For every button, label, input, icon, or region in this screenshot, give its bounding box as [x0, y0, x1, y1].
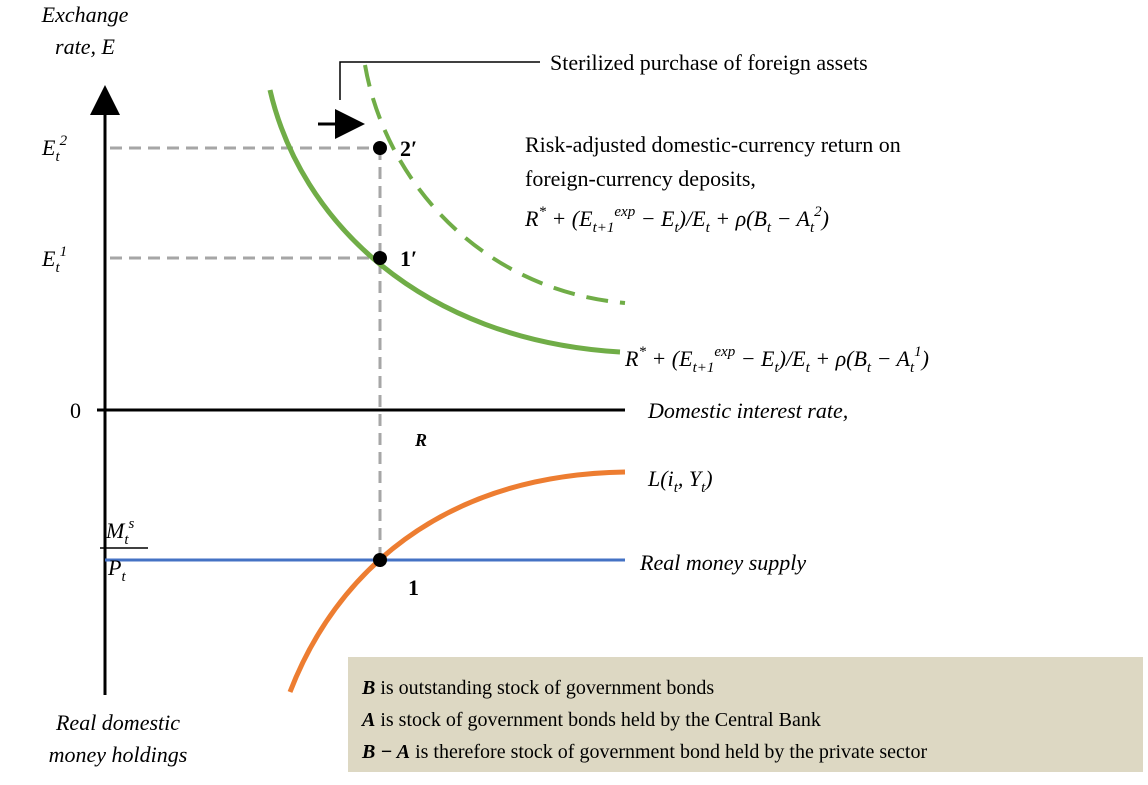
formula-text: ): [820, 206, 829, 231]
formula-text: P: [107, 555, 121, 580]
formula-text: E: [41, 246, 56, 271]
subscript: t: [767, 220, 772, 236]
money-demand-label: L(it, Yt): [647, 466, 713, 496]
note-line: B is outstanding stock of government bon…: [361, 677, 714, 699]
money-demand-curve: [287, 469, 626, 693]
point-label: 2′: [400, 136, 417, 161]
note-box: [348, 657, 1143, 772]
subscript: t: [55, 149, 60, 165]
subscript: t: [806, 360, 811, 376]
annotation-leader: [339, 61, 540, 100]
money-supply-label: Real money supply: [639, 550, 806, 575]
return-curve-new: [363, 64, 626, 305]
subscript: t: [121, 569, 126, 585]
e2-tick: Et2: [41, 133, 68, 165]
formula-text: ): [703, 466, 712, 491]
curve-caption: foreign-currency deposits,: [525, 166, 756, 191]
formula-text: − A: [871, 346, 910, 371]
formula-text: + ρ(B: [810, 346, 867, 371]
note-text: is stock of government bonds held by the…: [375, 709, 820, 731]
superscript: *: [538, 204, 546, 220]
return-curve-old: [267, 89, 621, 355]
superscript: exp: [614, 204, 635, 220]
subscript: t: [867, 360, 872, 376]
y-axis-label: Exchange: [41, 2, 129, 27]
subscript: t: [55, 260, 60, 276]
superscript: 1: [60, 244, 68, 260]
point-label: 1′: [400, 246, 417, 271]
formula-text: + (E: [546, 206, 593, 231]
money-tick-numerator: Mts: [105, 516, 135, 548]
bottom-axis-label: Real domestic: [55, 710, 180, 735]
curve-caption: Risk-adjusted domestic-currency return o…: [525, 132, 901, 157]
subscript: t: [706, 220, 711, 236]
note-text: is outstanding stock of government bonds: [375, 677, 714, 699]
subscript: t: [124, 532, 129, 548]
formula-text: L(i: [647, 466, 674, 491]
shift-annotation: Sterilized purchase of foreign assets: [550, 50, 868, 75]
subscript: t: [910, 360, 915, 376]
formula-text: M: [105, 518, 126, 543]
superscript: 2: [60, 133, 68, 149]
formula-text: − A: [771, 206, 810, 231]
superscript: exp: [714, 344, 735, 360]
rate-marker: R: [414, 430, 427, 450]
formula-text: , Y: [678, 466, 704, 491]
guides: [110, 146, 382, 560]
old-curve-formula: R* + (Et+1exp − Et)/Et + ρ(Bt − At1): [624, 344, 929, 376]
e1-tick: Et1: [41, 244, 67, 276]
superscript: 2: [814, 204, 822, 220]
formula-text: − E: [735, 346, 775, 371]
superscript: *: [638, 344, 646, 360]
bottom-axis-label: money holdings: [49, 742, 188, 767]
formula-text: + (E: [646, 346, 693, 371]
subscript: t: [675, 220, 680, 236]
subscript: t: [701, 480, 706, 496]
formula-text: + ρ(B: [710, 206, 767, 231]
subscript: t+1: [693, 360, 715, 376]
x-axis-label: Domestic interest rate,: [647, 398, 848, 423]
note-line: A is stock of government bonds held by t…: [360, 709, 821, 731]
money-tick-denominator: Pt: [107, 555, 126, 585]
y-axis-label: rate, E: [55, 34, 115, 59]
note-term: A: [360, 709, 375, 731]
subscript: t: [775, 360, 780, 376]
subscript: t: [674, 480, 679, 496]
subscript: t+1: [593, 220, 615, 236]
superscript: 1: [914, 344, 922, 360]
formula-text: R: [524, 206, 539, 231]
note-text: is therefore stock of government bond he…: [410, 741, 927, 763]
origin-label: 0: [70, 398, 81, 423]
new-curve-formula: R* + (Et+1exp − Et)/Et + ρ(Bt − At2): [524, 204, 829, 236]
formula-text: )/E: [777, 346, 806, 371]
point-label: 1: [408, 575, 419, 600]
note-line: B − A is therefore stock of government b…: [361, 741, 927, 763]
formula-text: R: [624, 346, 639, 371]
formula-text: ): [920, 346, 929, 371]
note-term: B − A: [361, 741, 410, 763]
superscript: s: [129, 516, 135, 532]
points: [373, 141, 387, 567]
note: B is outstanding stock of government bon…: [360, 677, 927, 763]
subscript: t: [810, 220, 815, 236]
note-term: B: [361, 677, 375, 699]
formula-text: E: [41, 135, 56, 160]
formula-text: − E: [635, 206, 675, 231]
formula-text: )/E: [677, 206, 706, 231]
